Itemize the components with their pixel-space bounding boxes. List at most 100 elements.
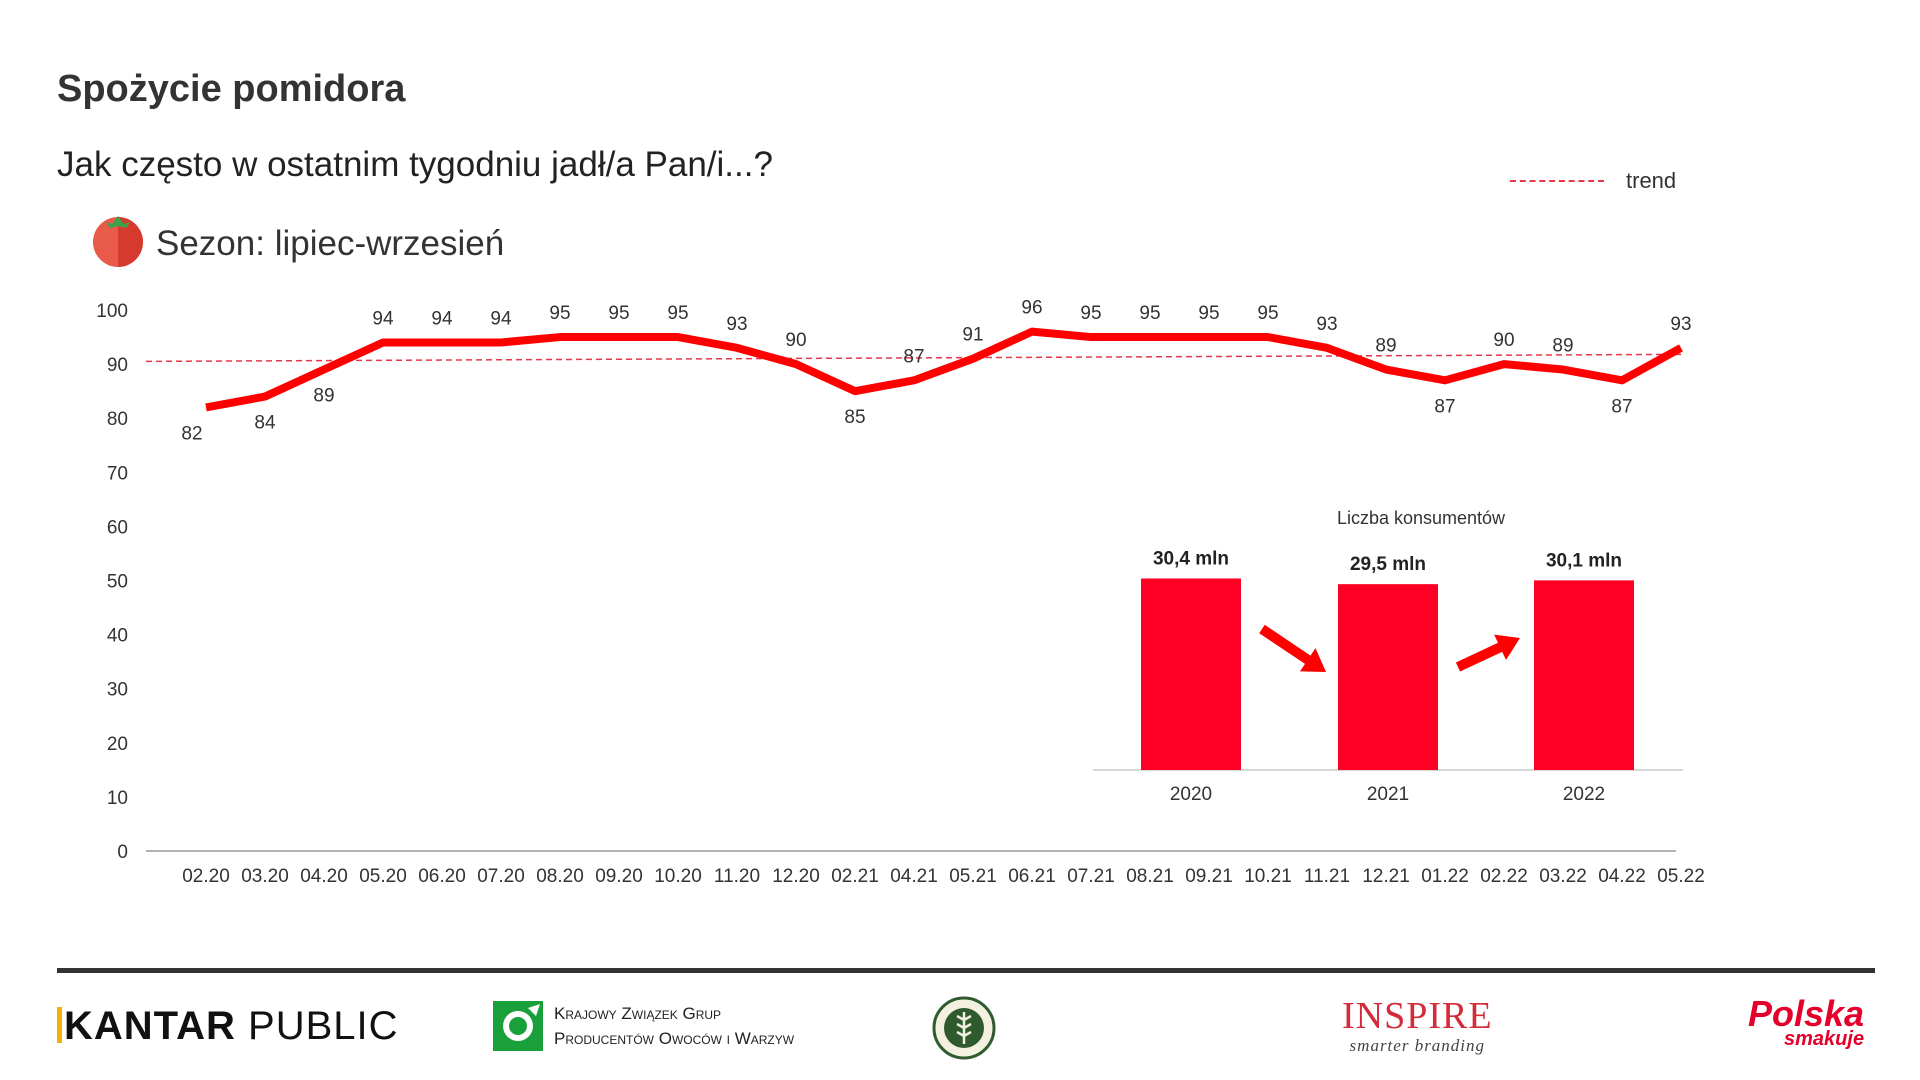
- kantar-public-logo: KANTAR PUBLIC: [57, 1004, 399, 1049]
- x-tick-label: 06.20: [418, 866, 466, 887]
- x-tick-label: 09.20: [595, 866, 643, 887]
- x-tick-label: 08.20: [536, 866, 584, 887]
- ministry-seal-icon: [932, 996, 996, 1060]
- x-tick-label: 10.21: [1244, 866, 1292, 887]
- x-tick-label: 09.21: [1185, 866, 1233, 887]
- data-label: 89: [313, 386, 334, 407]
- y-tick-label: 0: [117, 842, 128, 863]
- data-label: 89: [1375, 336, 1396, 357]
- data-label: 90: [785, 330, 806, 351]
- x-tick-label: 08.21: [1126, 866, 1174, 887]
- inspire-logo: INSPIRE smarter branding: [1342, 996, 1493, 1056]
- y-tick-label: 20: [107, 734, 128, 755]
- kantar-logo-word: KANTAR: [64, 1004, 236, 1048]
- data-label: 96: [1021, 298, 1042, 319]
- arrow-down-icon: [1259, 624, 1326, 672]
- x-tick-label: 04.20: [300, 866, 348, 887]
- x-tick-label: 12.21: [1362, 866, 1410, 887]
- x-tick-label: 02.20: [182, 866, 230, 887]
- polska-logo-line-2: smakuje: [1784, 1028, 1865, 1050]
- x-tick-label: 05.20: [359, 866, 407, 887]
- y-tick-label: 90: [107, 355, 128, 376]
- x-tick-label: 11.20: [714, 866, 760, 887]
- x-tick-label: 04.21: [890, 866, 938, 887]
- data-label: 95: [1198, 303, 1219, 324]
- y-tick-label: 30: [107, 680, 128, 701]
- x-tick-label: 04.22: [1598, 866, 1646, 887]
- inspire-logo-name: INSPIRE: [1342, 995, 1493, 1037]
- data-label: 85: [844, 407, 865, 428]
- x-tick-label: 07.20: [477, 866, 525, 887]
- legend-trend-label: trend: [1626, 168, 1677, 193]
- polska-smakuje-logo: Polska smakuje: [1748, 996, 1864, 1051]
- x-tick-label: 05.22: [1657, 866, 1705, 887]
- season-label: Sezon: lipiec-wrzesień: [156, 224, 505, 263]
- kantar-accent-bar: [57, 1007, 62, 1043]
- consumption-chart: 0 10 20 30 40 50 60 70 80 90 100 02.20 03.20 04.20 05.…: [96, 298, 1705, 887]
- x-tick-label: 02.21: [831, 866, 879, 887]
- season-row: Sezon: lipiec-wrzesień: [88, 208, 504, 268]
- x-tick-label: 10.20: [654, 866, 702, 887]
- data-label: 93: [1316, 314, 1337, 335]
- data-label: 87: [1434, 396, 1455, 417]
- series-line: [205, 327, 1683, 412]
- inset-bar: [1534, 580, 1634, 770]
- data-label: 89: [1552, 336, 1573, 357]
- data-label: 84: [254, 413, 276, 434]
- y-tick-label: 100: [96, 301, 128, 322]
- data-label: 87: [1611, 396, 1632, 417]
- y-tick-label: 80: [107, 409, 128, 430]
- polska-logo-line-1: Polska: [1748, 993, 1865, 1034]
- trend-line: [145, 353, 1682, 363]
- data-label: 95: [667, 303, 688, 324]
- inset-bar: [1338, 584, 1438, 770]
- data-label: 90: [1493, 330, 1514, 351]
- data-label: 91: [962, 325, 983, 346]
- inset-bar-value-label: 30,1 mln: [1546, 550, 1622, 571]
- data-label: 87: [903, 346, 924, 367]
- ministry-seal-logo: [932, 996, 996, 1065]
- x-tick-label: 11.21: [1304, 866, 1350, 887]
- x-tick-label: 01.22: [1421, 866, 1469, 887]
- legend-trend-swatch: [1510, 180, 1604, 182]
- inset-category-label: 2020: [1170, 784, 1212, 805]
- data-label: 95: [1139, 303, 1160, 324]
- data-label: 93: [1670, 314, 1691, 335]
- inset-bar-value-label: 30,4 mln: [1153, 548, 1229, 569]
- kzgp-name: Krajowy Związek Grup Producentów Owoców …: [554, 1001, 794, 1051]
- data-label: 94: [431, 308, 453, 329]
- x-tick-label: 06.21: [1008, 866, 1056, 887]
- inset-bar: [1141, 578, 1241, 770]
- inset-chart-title: Liczba konsumentów: [1337, 508, 1506, 528]
- kzgp-logo: Krajowy Związek Grup Producentów Owoców …: [492, 1000, 794, 1052]
- survey-question: Jak często w ostatnim tygodniu jadł/a Pa…: [57, 145, 773, 184]
- inset-category-label: 2022: [1563, 784, 1605, 805]
- data-label: 95: [549, 303, 570, 324]
- y-tick-label: 40: [107, 626, 128, 647]
- chart-legend: trend: [1510, 168, 1676, 194]
- tomato-icon: [93, 216, 143, 267]
- kzgp-name-line-2: Producentów Owoców i Warzyw: [554, 1029, 795, 1048]
- kzgp-name-line-1: Krajowy Związek Grup: [554, 1004, 722, 1023]
- data-label: 94: [490, 308, 512, 329]
- kzgp-emblem-icon: [493, 1001, 543, 1051]
- inspire-logo-tagline: smarter branding: [1349, 1036, 1486, 1055]
- y-tick-label: 70: [107, 463, 128, 484]
- page-title: Spożycie pomidora: [57, 68, 406, 110]
- y-tick-label: 60: [107, 517, 128, 538]
- data-label: 95: [1257, 303, 1278, 324]
- y-tick-label: 50: [107, 572, 128, 593]
- data-label: 93: [726, 314, 747, 335]
- inset-category-label: 2021: [1367, 784, 1409, 805]
- x-tick-label: 05.21: [949, 866, 997, 887]
- data-label: 82: [181, 423, 202, 444]
- x-tick-label: 07.21: [1067, 866, 1115, 887]
- x-tick-label: 03.22: [1539, 866, 1587, 887]
- y-tick-label: 10: [107, 788, 128, 809]
- data-label: 95: [608, 303, 629, 324]
- x-tick-label: 12.20: [772, 866, 820, 887]
- inset-bar-value-label: 29,5 mln: [1350, 554, 1426, 575]
- arrow-up-icon: [1455, 634, 1520, 672]
- x-tick-label: 03.20: [241, 866, 289, 887]
- data-label: 95: [1080, 303, 1101, 324]
